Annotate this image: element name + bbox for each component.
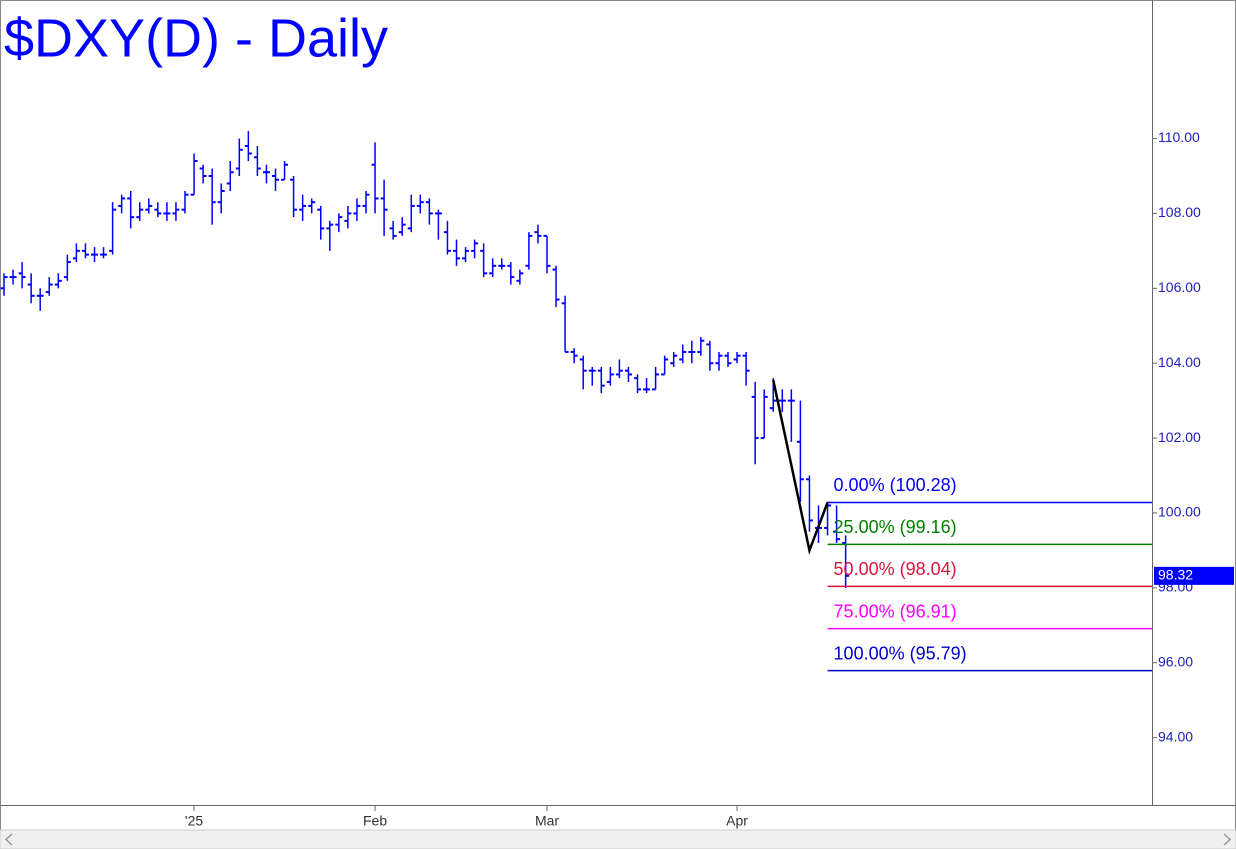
fib-label: 75.00% (96.91) — [834, 601, 957, 621]
y-tick-label: 108.00 — [1158, 204, 1201, 220]
y-tick-label: 104.00 — [1158, 354, 1201, 370]
fib-label: 25.00% (99.16) — [834, 517, 957, 537]
swing-line — [772, 379, 829, 555]
x-tick-label: Apr — [726, 813, 748, 829]
x-tick-label: Mar — [535, 813, 559, 829]
last-price-box — [1154, 566, 1234, 585]
y-tick-label: 102.00 — [1158, 429, 1201, 445]
y-tick-label: 94.00 — [1158, 728, 1193, 744]
y-tick-label: 106.00 — [1158, 279, 1201, 295]
chart-title: $DXY(D) - Daily — [4, 8, 388, 68]
x-tick-label: '25 — [185, 813, 203, 829]
fib-label: 0.00% (100.28) — [834, 475, 957, 495]
scroll-right[interactable] — [1223, 833, 1232, 846]
scrollbar[interactable] — [0, 829, 1236, 849]
y-tick-label: 100.00 — [1158, 504, 1201, 520]
last-price-label: 98.32 — [1158, 567, 1193, 583]
fib-label: 50.00% (98.04) — [834, 559, 957, 579]
x-tick-label: Feb — [363, 813, 387, 829]
y-tick-label: 110.00 — [1158, 129, 1200, 145]
fib-label: 100.00% (95.79) — [834, 643, 967, 663]
y-tick-label: 96.00 — [1158, 653, 1193, 669]
scroll-left[interactable] — [4, 833, 13, 846]
